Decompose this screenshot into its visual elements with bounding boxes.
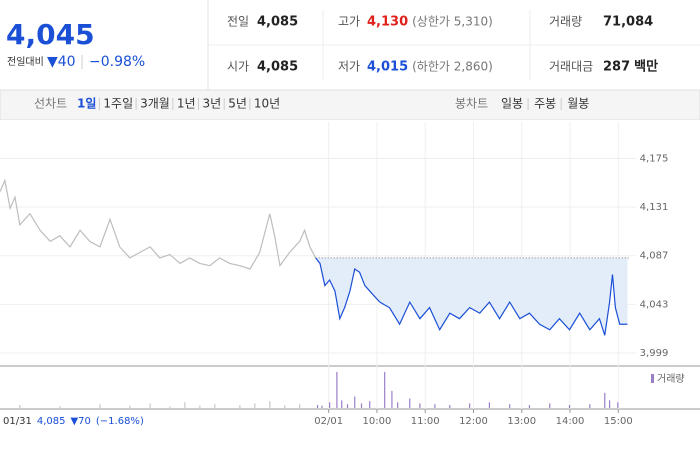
volume-bar (346, 404, 349, 408)
tab[interactable]: 3개월 (140, 97, 170, 111)
volume-bar (488, 402, 491, 408)
volume-bar (214, 404, 216, 408)
volume-bar (434, 404, 436, 408)
y-tick-label: 3,999 (640, 348, 669, 359)
legend-swatch (651, 374, 654, 383)
volume-bar (397, 402, 399, 408)
info-sub: (상한가 5,310) (412, 15, 493, 29)
info-value: 4,130 (367, 15, 408, 30)
volume-bar (336, 371, 338, 408)
tab[interactable]: 10년 (254, 97, 280, 111)
volume-bar (284, 405, 286, 408)
volume-bar (149, 403, 151, 408)
volume-bar (604, 392, 606, 408)
tab[interactable]: 일봉 (501, 97, 523, 111)
tab[interactable]: 5년 (228, 97, 247, 111)
change: ▼40 (47, 54, 76, 70)
tab[interactable]: 월봉 (567, 97, 589, 111)
area-fill (315, 257, 628, 336)
tooltip-date: 01/31 (3, 416, 32, 427)
rate: −0.98% (89, 54, 145, 70)
volume-bar (129, 405, 131, 408)
volume-bar (608, 400, 611, 408)
volume-bar (59, 406, 61, 408)
info-value: 71,084 (603, 15, 653, 30)
tooltip-rate: (−1.68%) (96, 416, 144, 427)
volume-bar (184, 402, 186, 408)
info-label: 전일 (227, 15, 249, 29)
info-label: 거래량 (549, 15, 582, 29)
volume-bar (449, 404, 451, 408)
x-tick-label: 02/01 (314, 416, 343, 427)
y-tick-label: 4,043 (640, 299, 669, 310)
volume-bar (617, 402, 619, 408)
volume-bar (369, 401, 371, 408)
tab-group-label: 선차트 (34, 97, 67, 111)
tab-group-label: 봉차트 (455, 97, 488, 111)
x-tick-label: 15:00 (604, 416, 633, 427)
volume-bar (199, 405, 201, 408)
info-unit: 백만 (634, 59, 658, 75)
volume-bar (19, 404, 21, 408)
price-line (315, 257, 628, 336)
change-label: 전일대비 (7, 56, 44, 68)
volume-bar (419, 403, 421, 408)
info-label: 고가 (338, 15, 360, 29)
info-label: 저가 (338, 60, 360, 74)
info-value: 4,015 (367, 60, 408, 75)
tab[interactable]: 1년 (177, 97, 196, 111)
info-label: 거래대금 (549, 60, 593, 74)
x-tick-label: 10:00 (363, 416, 392, 427)
info-label: 시가 (227, 60, 249, 74)
tab-bar (0, 89, 700, 121)
x-tick-label: 14:00 (556, 416, 585, 427)
y-tick-label: 4,175 (640, 153, 669, 164)
volume-bar (568, 404, 571, 408)
volume-bar (354, 396, 356, 408)
volume-bar (321, 405, 323, 408)
volume-bar (384, 371, 386, 408)
info-value: 4,085 (257, 15, 298, 30)
x-tick-label: 13:00 (507, 416, 536, 427)
tab[interactable]: 3년 (203, 97, 222, 111)
volume-bar (254, 403, 256, 408)
volume-bar (509, 404, 511, 408)
volume-bar (269, 401, 271, 408)
tab[interactable]: 1주일 (103, 97, 133, 111)
tooltip-change: ▼70 (70, 416, 90, 427)
x-tick-label: 11:00 (411, 416, 440, 427)
volume-bar (329, 402, 331, 408)
volume-bar (469, 403, 471, 408)
volume-bar (299, 404, 301, 408)
info-value: 287 (603, 60, 630, 75)
y-tick-label: 4,087 (640, 251, 669, 262)
volume-bar (99, 404, 101, 408)
tooltip-price: 4,085 (37, 416, 66, 427)
price: 4,045 (6, 18, 95, 51)
tab[interactable]: 1일 (77, 97, 96, 111)
volume-bar (549, 403, 551, 408)
volume-bar (239, 404, 241, 408)
tab[interactable]: 주봉 (534, 97, 556, 111)
volume-bar (360, 403, 363, 408)
volume-bar (391, 390, 393, 408)
volume-bar (316, 404, 319, 408)
volume-bar (341, 400, 343, 408)
y-tick-label: 4,131 (640, 202, 669, 213)
volume-bar (528, 404, 531, 408)
x-tick-label: 12:00 (459, 416, 488, 427)
price-line (0, 178, 317, 270)
volume-bar (409, 398, 411, 408)
legend-label: 거래량 (657, 373, 685, 385)
volume-bar (589, 404, 591, 408)
info-value: 4,085 (257, 60, 298, 75)
volume-bar (169, 406, 171, 408)
info-sub: (하한가 2,860) (412, 60, 493, 74)
